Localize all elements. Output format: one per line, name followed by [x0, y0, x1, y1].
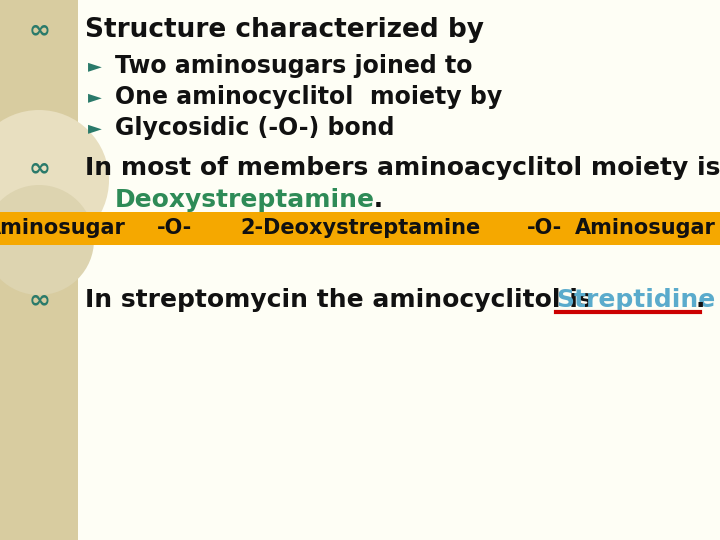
- Circle shape: [0, 185, 94, 295]
- Text: ►: ►: [88, 88, 102, 106]
- Text: 2-Deoxystreptamine: 2-Deoxystreptamine: [240, 219, 480, 239]
- Text: .: .: [365, 188, 383, 212]
- Text: One aminocyclitol  moiety by: One aminocyclitol moiety by: [115, 85, 503, 109]
- Text: -O-: -O-: [158, 219, 193, 239]
- Text: ►: ►: [88, 57, 102, 75]
- Text: ∞: ∞: [29, 155, 51, 181]
- Bar: [0, 212, 720, 245]
- Text: In streptomycin the aminocyclitol is: In streptomycin the aminocyclitol is: [85, 288, 601, 312]
- Text: -O-: -O-: [527, 219, 562, 239]
- Text: Aminosugar: Aminosugar: [0, 219, 125, 239]
- Text: Aminosugar: Aminosugar: [575, 219, 716, 239]
- Text: ∞: ∞: [29, 287, 51, 313]
- Text: Structure characterized by: Structure characterized by: [85, 17, 484, 43]
- Text: In most of members aminoacyclitol moiety is 2-: In most of members aminoacyclitol moiety…: [85, 156, 720, 180]
- Bar: [0, 0, 78, 540]
- Text: Glycosidic (-O-) bond: Glycosidic (-O-) bond: [115, 116, 395, 140]
- Text: .: .: [695, 288, 704, 312]
- Text: Streptidine: Streptidine: [556, 288, 715, 312]
- Text: ►: ►: [88, 119, 102, 137]
- Text: ∞: ∞: [29, 17, 51, 43]
- Circle shape: [0, 110, 109, 250]
- Text: Deoxystreptamine: Deoxystreptamine: [115, 188, 375, 212]
- Text: Two aminosugars joined to: Two aminosugars joined to: [115, 54, 472, 78]
